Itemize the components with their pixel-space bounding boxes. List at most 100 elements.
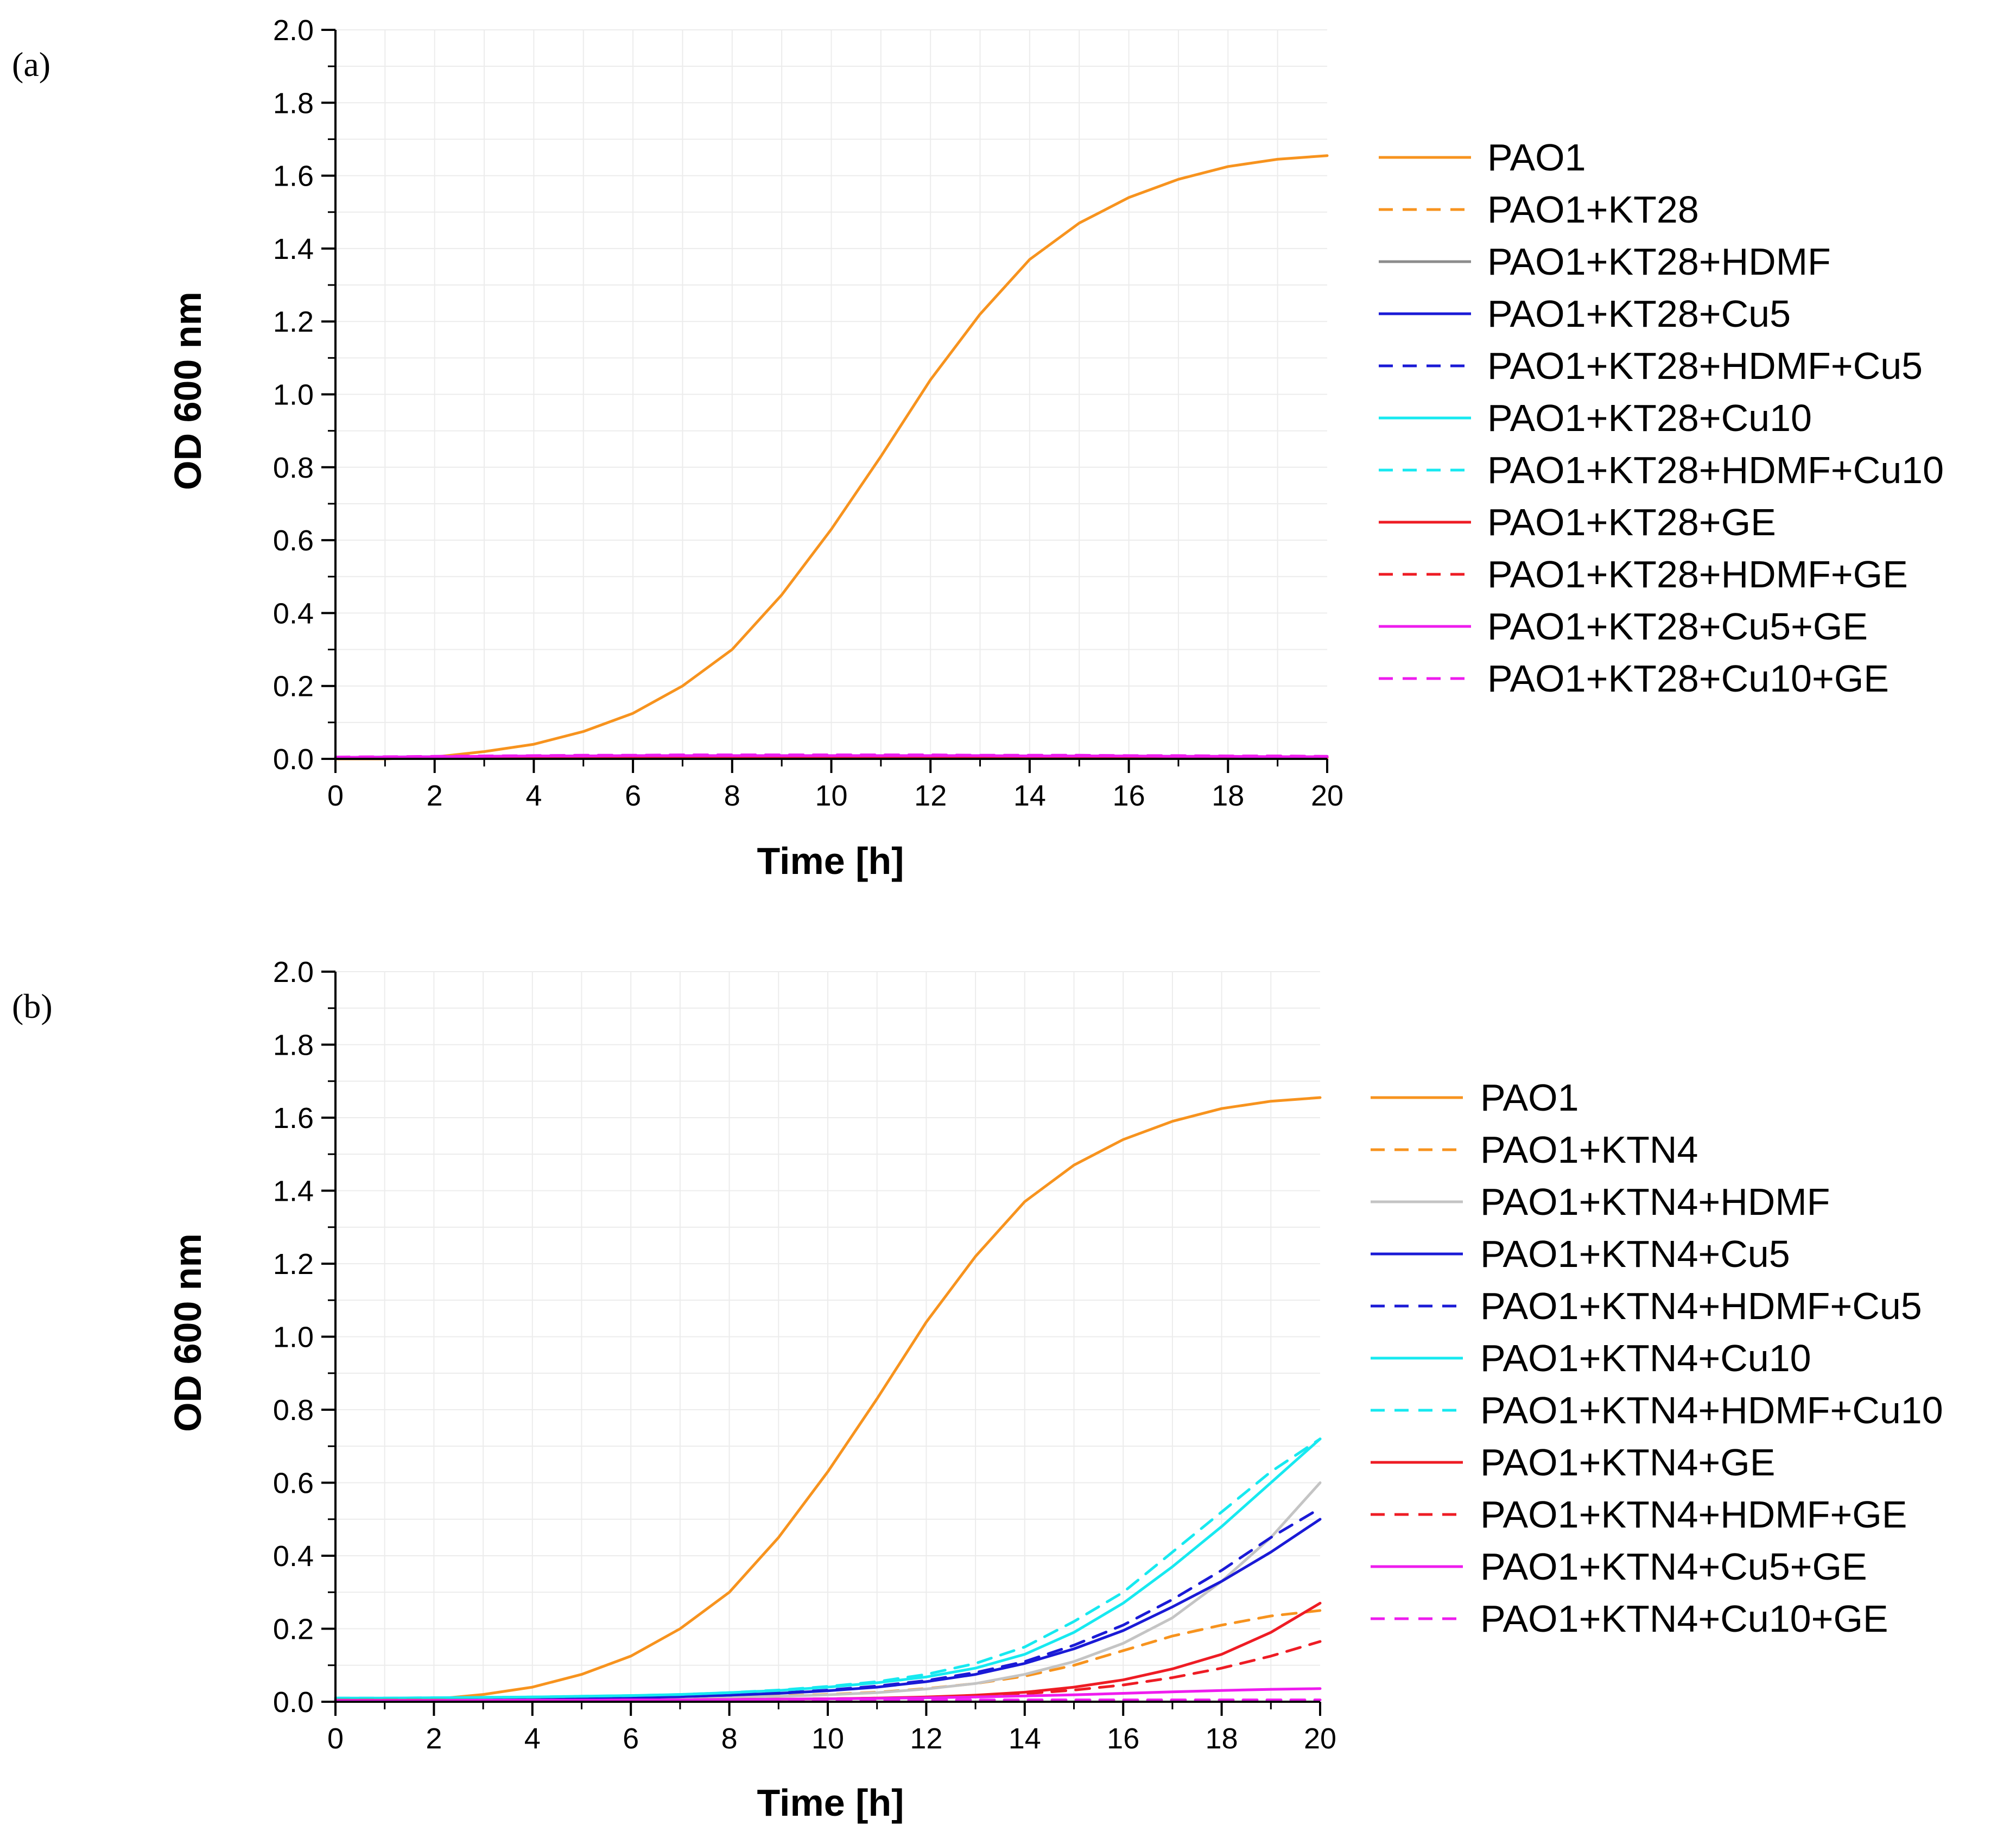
x-tick-label: 20 <box>1304 1722 1336 1755</box>
x-tick-label: 2 <box>426 1722 442 1755</box>
x-tick-label: 12 <box>914 779 947 812</box>
legend-item: PAO1+KTN4+GE <box>1371 1441 1775 1484</box>
panel-b-grid <box>335 971 1320 1702</box>
x-tick-label: 10 <box>815 779 847 812</box>
y-tick-label: 2.0 <box>273 14 314 47</box>
panel-b-legend: PAO1 PAO1+KTN4 PAO1+KTN4+HDMF PAO1+KTN4+Cu5… <box>1371 1076 1943 1640</box>
legend-item: PAO1 <box>1379 136 1586 179</box>
x-tick-label: 8 <box>724 779 740 812</box>
panel-a-series <box>334 154 1329 760</box>
x-tick-label: 0 <box>327 779 344 812</box>
legend-item: PAO1 <box>1371 1076 1579 1119</box>
legend-item: PAO1+KT28+HDMF+Cu5 <box>1379 345 1923 387</box>
x-tick-label: 8 <box>721 1722 738 1755</box>
y-tick-label: 0.4 <box>273 597 314 630</box>
panel-b-tick-labels: 0 2 4 6 8 10 12 14 16 18 20 0.0 0.2 0.4 0.6 0.8 1.0 1.2 1.… <box>273 956 1336 1755</box>
x-tick-label: 18 <box>1212 779 1244 812</box>
legend-label: PAO1 <box>1487 136 1586 179</box>
legend-item: PAO1+KT28+HDMF+GE <box>1379 553 1908 595</box>
legend-item: PAO1+KTN4+Cu10 <box>1371 1337 1811 1379</box>
x-tick-label: 20 <box>1311 779 1343 812</box>
panel-a-label: (a) <box>12 45 50 84</box>
y-tick-label: 0.8 <box>273 1394 314 1427</box>
x-tick-label: 6 <box>623 1722 639 1755</box>
legend-label: PAO1+KTN4+HDMF+Cu10 <box>1480 1389 1943 1431</box>
legend-label: PAO1+KT28 <box>1487 188 1699 231</box>
x-tick-label: 14 <box>1013 779 1046 812</box>
panel-b: (b) 0 2 4 6 8 10 12 14 16 18 20 0.0 0.2 0.4 0.6 0.8 1.0 1… <box>12 956 1943 1824</box>
legend-item: PAO1+KTN4+HDMF <box>1371 1181 1830 1223</box>
legend-label: PAO1+KTN4+GE <box>1480 1441 1775 1484</box>
legend-label: PAO1+KTN4+Cu10+GE <box>1480 1598 1888 1640</box>
y-tick-label: 1.4 <box>273 1175 314 1208</box>
panel-a-legend: PAO1 PAO1+KT28 PAO1+KT28+HDMF PAO1+KT28+Cu5… <box>1379 136 1944 700</box>
panel-a: (a) 0 2 4 6 8 10 12 14 16 18 20 0.0 0.2 0.4 0.6 0.8 1.0 1… <box>12 14 1944 882</box>
legend-label: PAO1 <box>1480 1076 1579 1119</box>
legend-label: PAO1+KT28+HDMF+GE <box>1487 553 1908 595</box>
panel-a-x-axis-title: Time [h] <box>757 840 904 882</box>
legend-label: PAO1+KTN4+Cu10 <box>1480 1337 1811 1379</box>
x-tick-label: 0 <box>327 1722 344 1755</box>
y-tick-label: 1.0 <box>273 1321 314 1354</box>
legend-item: PAO1+KTN4+Cu10+GE <box>1371 1598 1888 1640</box>
x-tick-label: 16 <box>1107 1722 1139 1755</box>
y-tick-label: 0.2 <box>273 1613 314 1646</box>
y-tick-label: 1.2 <box>273 306 314 338</box>
y-tick-label: 1.6 <box>273 160 314 193</box>
series-line <box>334 1687 1322 1702</box>
x-tick-label: 18 <box>1206 1722 1238 1755</box>
y-tick-label: 1.4 <box>273 233 314 265</box>
y-tick-label: 1.8 <box>273 1029 314 1062</box>
x-tick-label: 2 <box>427 779 443 812</box>
legend-label: PAO1+KTN4 <box>1480 1129 1698 1171</box>
series-line <box>334 1507 1322 1702</box>
legend-label: PAO1+KT28+GE <box>1487 501 1776 543</box>
x-tick-label: 4 <box>524 1722 541 1755</box>
y-tick-label: 0.0 <box>273 743 314 776</box>
legend-item: PAO1+KT28+HDMF <box>1379 240 1831 283</box>
series-line <box>334 753 1329 759</box>
y-tick-label: 0.0 <box>273 1686 314 1719</box>
x-tick-label: 4 <box>525 779 542 812</box>
legend-item: PAO1+KT28+GE <box>1379 501 1776 543</box>
legend-label: PAO1+KT28+Cu5 <box>1487 293 1791 335</box>
series-line <box>334 1437 1322 1700</box>
legend-label: PAO1+KT28+Cu10+GE <box>1487 657 1889 700</box>
series-line <box>334 1096 1322 1702</box>
x-tick-label: 16 <box>1113 779 1145 812</box>
legend-item: PAO1+KTN4+HDMF+GE <box>1371 1493 1907 1536</box>
series-line <box>334 1698 1322 1702</box>
y-tick-label: 0.8 <box>273 452 314 484</box>
legend-item: PAO1+KT28+HDMF+Cu10 <box>1379 449 1944 491</box>
legend-label: PAO1+KT28+HDMF+Cu10 <box>1487 449 1944 491</box>
legend-label: PAO1+KTN4+HDMF+GE <box>1480 1493 1907 1536</box>
legend-label: PAO1+KT28+HDMF <box>1487 240 1831 283</box>
panel-a-grid <box>335 29 1327 759</box>
legend-item: PAO1+KT28+Cu10+GE <box>1379 657 1889 700</box>
legend-label: PAO1+KT28+Cu5+GE <box>1487 605 1868 648</box>
y-tick-label: 1.6 <box>273 1102 314 1135</box>
y-tick-label: 0.6 <box>273 1467 314 1500</box>
x-tick-label: 10 <box>812 1722 844 1755</box>
panel-a-axes <box>321 29 1328 773</box>
panel-b-y-axis-title: OD 600 nm <box>167 1233 209 1432</box>
y-tick-label: 1.8 <box>273 87 314 119</box>
legend-item: PAO1+KTN4+HDMF+Cu5 <box>1371 1285 1922 1327</box>
panel-a-y-axis-title: OD 600 nm <box>167 291 209 490</box>
legend-item: PAO1+KTN4+Cu5+GE <box>1371 1545 1867 1588</box>
y-tick-label: 1.0 <box>273 379 314 411</box>
y-tick-label: 1.2 <box>273 1248 314 1281</box>
legend-item: PAO1+KT28+Cu5+GE <box>1379 605 1868 648</box>
x-tick-label: 6 <box>625 779 641 812</box>
y-tick-label: 0.6 <box>273 524 314 557</box>
y-tick-label: 0.4 <box>273 1540 314 1573</box>
panel-b-label: (b) <box>12 987 53 1025</box>
legend-item: PAO1+KTN4+Cu5 <box>1371 1233 1790 1275</box>
y-tick-label: 0.2 <box>273 670 314 703</box>
legend-item: PAO1+KT28+Cu10 <box>1379 397 1812 439</box>
legend-label: PAO1+KTN4+HDMF <box>1480 1181 1830 1223</box>
legend-label: PAO1+KT28+Cu10 <box>1487 397 1812 439</box>
legend-label: PAO1+KTN4+Cu5 <box>1480 1233 1790 1275</box>
x-tick-label: 14 <box>1009 1722 1041 1755</box>
legend-label: PAO1+KTN4+HDMF+Cu5 <box>1480 1285 1922 1327</box>
